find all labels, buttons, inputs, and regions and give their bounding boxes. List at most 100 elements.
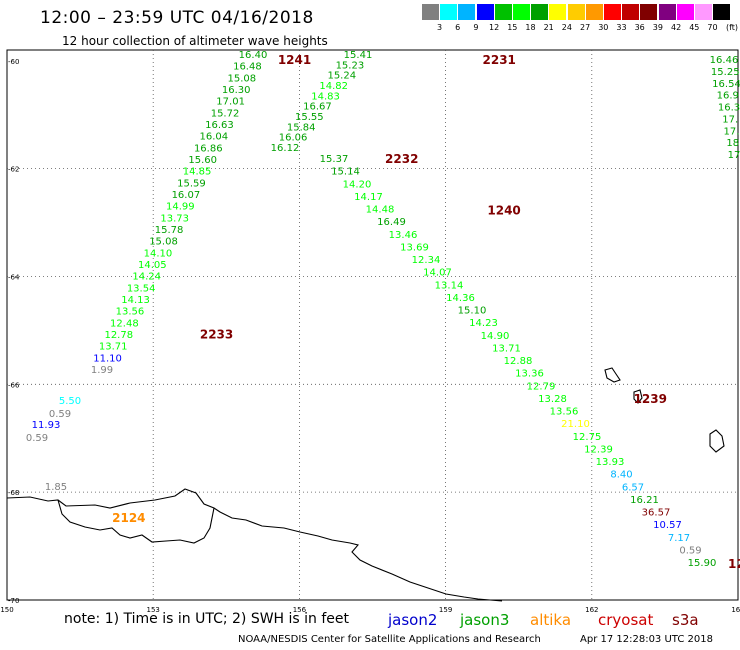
wave-height-value: 6.57 — [622, 482, 644, 493]
coastline — [6, 488, 503, 602]
legend-label: 15 — [507, 23, 518, 32]
wave-height-value: 14.20 — [343, 179, 372, 190]
legend-unit: (ft) — [726, 23, 739, 32]
wave-height-value: 16.3 — [718, 103, 740, 114]
wave-height-value: 16.54 — [712, 79, 740, 90]
latitude-tick-label: -62 — [8, 166, 19, 174]
wave-height-value: 16.06 — [279, 133, 308, 144]
legend-swatch — [640, 4, 658, 20]
wave-height-value: 16.46 — [710, 55, 739, 66]
legend-swatch — [622, 4, 640, 20]
legend-swatch — [494, 4, 512, 20]
latitude-tick-label: -70 — [8, 597, 19, 605]
longitude-tick-label: 162 — [585, 606, 598, 614]
mission-s3a: s3a — [672, 611, 699, 629]
wave-height-value: 18 — [726, 138, 739, 149]
pass-number-label: 1240 — [487, 203, 520, 217]
legend-label: 39 — [652, 23, 663, 32]
wave-height-value: 16.86 — [194, 143, 223, 154]
legend-label: 12 — [489, 23, 500, 32]
legend-label: 18 — [525, 23, 536, 32]
wave-height-value: 13.36 — [515, 369, 544, 380]
wave-height-value: 13.93 — [596, 457, 625, 468]
wave-height-value: 15.84 — [287, 122, 316, 133]
wave-height-value: 0.59 — [26, 433, 48, 444]
legend-swatch — [440, 4, 458, 20]
wave-height-value: 15.72 — [211, 108, 240, 119]
latitude-tick-label: -68 — [8, 489, 19, 497]
island-outline — [709, 429, 725, 453]
legend-swatch — [513, 4, 530, 20]
mission-cryosat: cryosat — [598, 611, 654, 629]
wave-height-value: 15.10 — [458, 306, 487, 317]
wave-height-value: 1.85 — [45, 482, 67, 493]
longitude-tick-label: 150 — [0, 606, 13, 614]
legend-label: 42 — [671, 23, 682, 32]
wave-height-value: 16.67 — [303, 102, 332, 113]
legend-swatch — [422, 4, 439, 20]
wave-height-value: 17 — [728, 150, 740, 161]
wave-height-value: 5.50 — [59, 396, 81, 407]
wave-height-value: 14.90 — [481, 331, 510, 342]
legend-label: 21 — [543, 23, 554, 32]
longitude-tick-label: 156 — [293, 606, 307, 614]
wave-height-value: 15.59 — [177, 178, 206, 189]
footer-note: note: 1) Time is in UTC; 2) SWH is in fe… — [64, 611, 350, 627]
wave-height-value: 12.34 — [412, 255, 441, 266]
wave-height-value: 15.60 — [188, 155, 217, 166]
wave-height-value: 1.99 — [91, 365, 113, 376]
wave-height-value: 12.39 — [584, 444, 613, 455]
wave-height-value: 13.56 — [116, 307, 145, 318]
wave-height-value: 10.57 — [653, 520, 682, 531]
wave-height-value: 16.30 — [222, 85, 251, 96]
wave-height-value: 15.41 — [344, 50, 373, 61]
pass-number-label: 2232 — [385, 152, 418, 166]
wave-height-value: 16.40 — [239, 50, 268, 61]
wave-height-value: 12.48 — [110, 318, 139, 329]
pass-number-label: 1239 — [634, 392, 667, 406]
legend-swatch — [585, 4, 603, 20]
wave-height-value: 13.28 — [538, 394, 567, 405]
legend-swatch — [458, 4, 476, 20]
wave-height-value: 14.10 — [144, 248, 173, 259]
pass-number-label: 2233 — [200, 327, 233, 341]
wave-height-value: 12.78 — [104, 330, 133, 341]
longitude-tick-label: 165 — [731, 606, 740, 614]
wave-height-value: 16.9 — [717, 91, 739, 102]
map-subtitle: 12 hour collection of altimeter wave hei… — [62, 34, 328, 48]
wave-height-value: 16.07 — [172, 190, 201, 201]
wave-height-value: 15.55 — [295, 112, 324, 123]
legend-label: 36 — [634, 23, 645, 32]
pass-number-label-clipped: 12 — [728, 557, 740, 571]
wave-height-value: 12.79 — [527, 381, 556, 392]
latitude-tick-label: -66 — [8, 381, 20, 389]
longitude-tick-label: 159 — [439, 606, 452, 614]
wave-height-value: 11.93 — [32, 420, 61, 431]
wave-height-value: 14.07 — [423, 268, 452, 279]
legend-swatch — [604, 4, 621, 20]
legend-swatch — [713, 4, 731, 20]
wave-height-value: 15.23 — [336, 60, 365, 71]
legend-swatch — [658, 4, 676, 20]
legend-swatch — [531, 4, 549, 20]
wave-height-value: 16.49 — [377, 217, 406, 228]
legend-label: 3 — [436, 23, 443, 32]
wave-height-value: 13.69 — [400, 242, 429, 253]
legend-swatch — [695, 4, 712, 20]
legend-label: 24 — [561, 23, 572, 32]
wave-height-value: 14.99 — [166, 202, 195, 213]
legend-label: 45 — [689, 23, 700, 32]
map-title: 12:00 – 23:59 UTC 04/16/2018 — [40, 8, 314, 28]
wave-height-value: 14.24 — [132, 272, 161, 283]
pass-number-label: 1241 — [278, 53, 311, 67]
wave-height-value: 17. — [722, 114, 738, 125]
longitude-tick-label: 153 — [147, 606, 160, 614]
wave-height-value: 13.14 — [435, 280, 464, 291]
wave-height-value: 13.71 — [99, 342, 128, 353]
mission-altika: altika — [530, 611, 572, 629]
latitude-tick-label: -60 — [8, 58, 19, 66]
wave-height-value: 15.08 — [149, 237, 178, 248]
legend-label: 9 — [473, 23, 479, 32]
pass-number-label: 2231 — [483, 53, 516, 67]
